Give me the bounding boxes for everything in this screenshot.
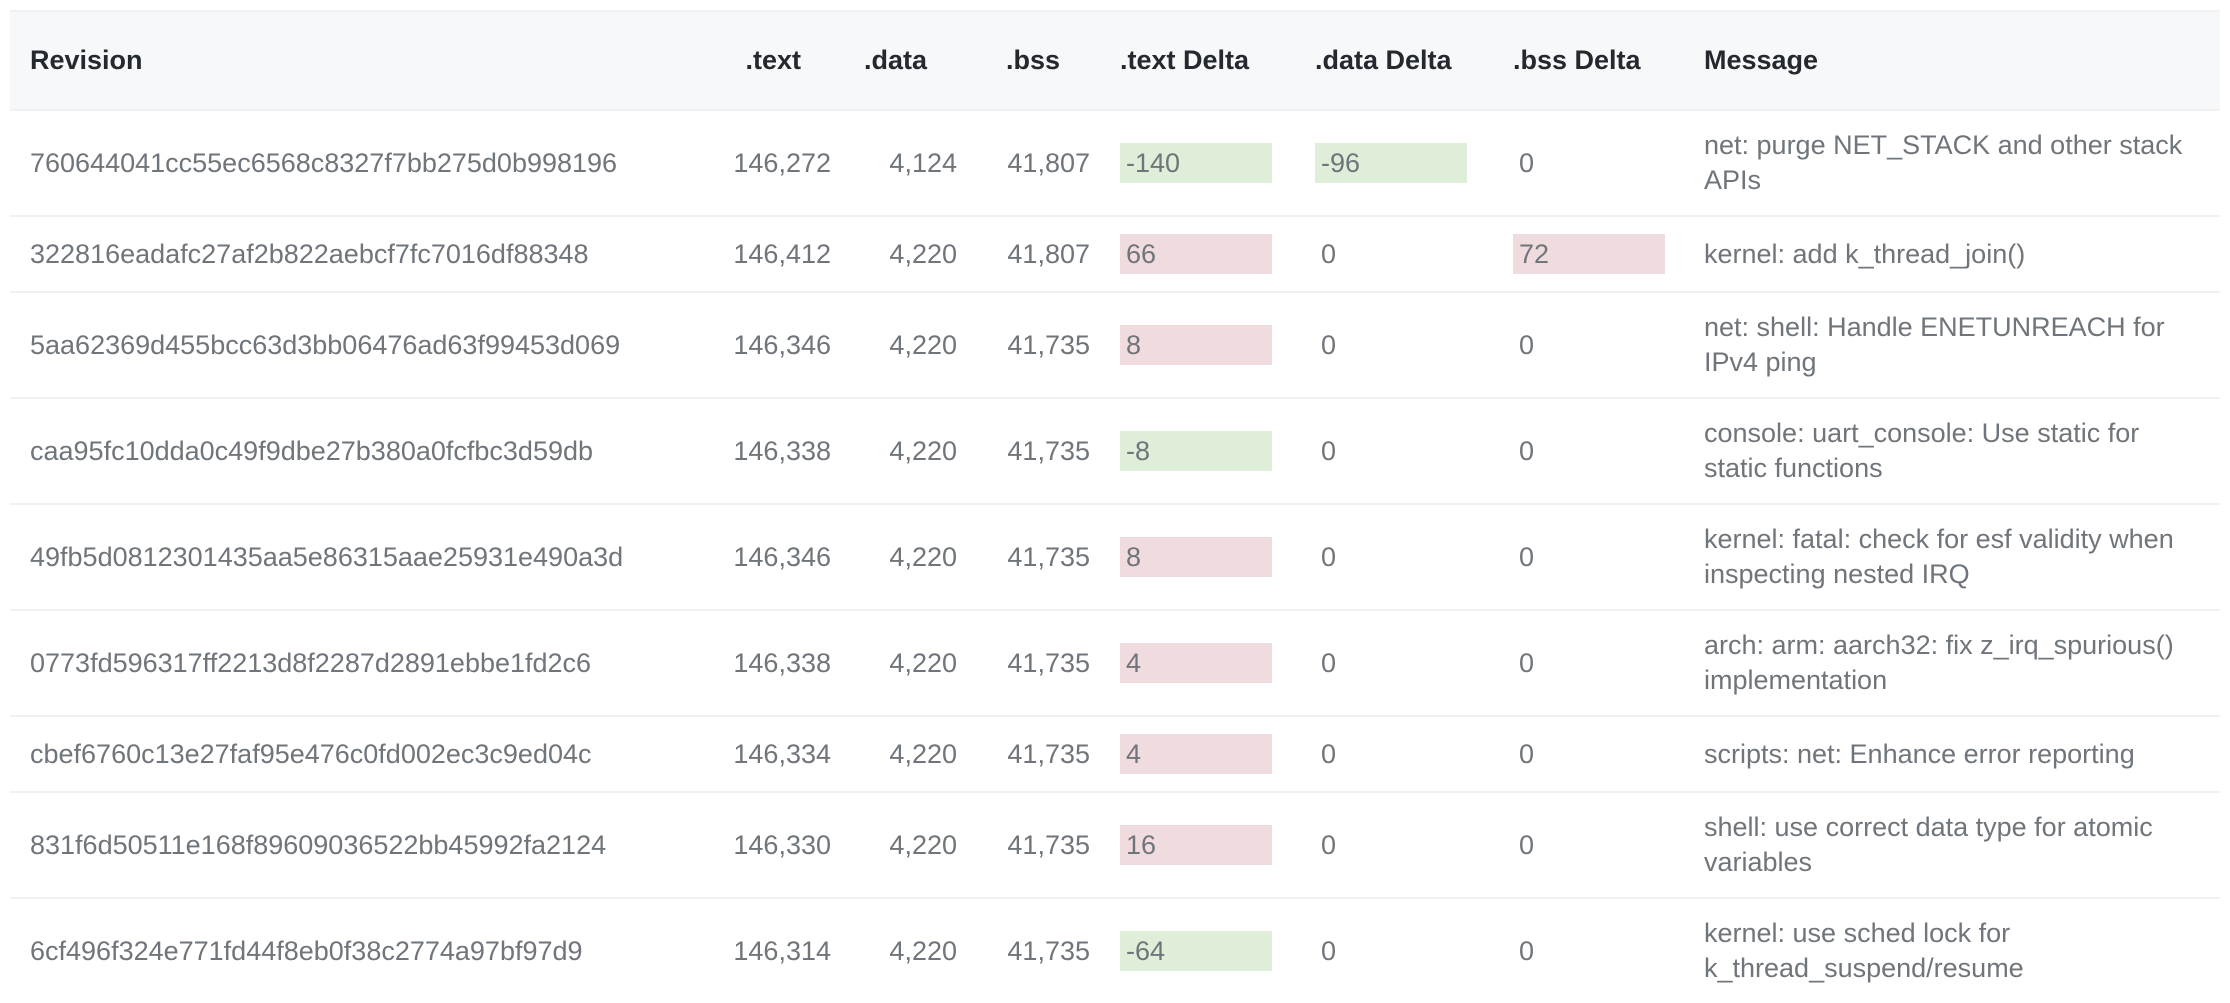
- bss-size: 41,735: [1007, 935, 1090, 966]
- data-delta-badge: 0: [1321, 936, 1337, 966]
- data-size: 4,220: [889, 329, 957, 360]
- text-delta-badge: 4: [1120, 643, 1272, 683]
- commit-message: console: uart_console: Use static for st…: [1704, 418, 2140, 483]
- text-size: 146,338: [733, 435, 831, 466]
- text-size: 146,314: [733, 935, 831, 966]
- column-header-data: .data: [831, 11, 957, 110]
- text-delta-badge: 8: [1120, 325, 1272, 365]
- text-size: 146,334: [733, 738, 831, 769]
- commit-message: net: shell: Handle ENETUNREACH for IPv4 …: [1704, 312, 2165, 377]
- table-row[interactable]: 760644041cc55ec6568c8327f7bb275d0b998196…: [10, 110, 2220, 216]
- data-size: 4,220: [889, 238, 957, 269]
- text-size: 146,346: [733, 541, 831, 572]
- table-row[interactable]: 49fb5d0812301435aa5e86315aae25931e490a3d…: [10, 504, 2220, 610]
- text-size: 146,338: [733, 647, 831, 678]
- commit-message: scripts: net: Enhance error reporting: [1704, 738, 2135, 769]
- data-size: 4,220: [889, 829, 957, 860]
- column-header-revision: Revision: [10, 11, 700, 110]
- table-header-row: Revision .text .data .bss .text Delta .d…: [10, 11, 2220, 110]
- bss-delta-badge: 0: [1519, 148, 1535, 178]
- text-delta-badge: 4: [1120, 734, 1272, 774]
- commit-message: kernel: fatal: check for esf validity wh…: [1704, 524, 2174, 589]
- data-size: 4,220: [889, 647, 957, 678]
- revision-hash: 0773fd596317ff2213d8f2287d2891ebbe1fd2c6: [30, 647, 592, 678]
- bss-delta-badge: 0: [1519, 436, 1535, 466]
- data-size: 4,220: [889, 738, 957, 769]
- revision-hash: 49fb5d0812301435aa5e86315aae25931e490a3d: [30, 541, 624, 572]
- text-delta-badge: -64: [1120, 931, 1272, 971]
- bss-delta-badge: 0: [1519, 936, 1535, 966]
- commit-message: net: purge NET_STACK and other stack API…: [1704, 130, 2183, 195]
- column-header-bss: .bss: [957, 11, 1090, 110]
- text-size: 146,346: [733, 329, 831, 360]
- bss-delta-badge: 72: [1513, 234, 1665, 274]
- bss-delta-badge: 0: [1519, 830, 1535, 860]
- text-delta-badge: -8: [1120, 431, 1272, 471]
- column-header-text-delta: .text Delta: [1090, 11, 1285, 110]
- text-delta-badge: -140: [1120, 143, 1272, 183]
- data-size: 4,220: [889, 435, 957, 466]
- revision-size-table: Revision .text .data .bss .text Delta .d…: [10, 10, 2220, 1003]
- text-size: 146,412: [733, 238, 831, 269]
- data-size: 4,124: [889, 147, 957, 178]
- bss-size: 41,735: [1007, 329, 1090, 360]
- bss-size: 41,807: [1007, 147, 1090, 178]
- column-header-data-delta: .data Delta: [1285, 11, 1483, 110]
- revision-hash: 831f6d50511e168f89609036522bb45992fa2124: [30, 829, 607, 860]
- text-size: 146,272: [733, 147, 831, 178]
- table-row[interactable]: cbef6760c13e27faf95e476c0fd002ec3c9ed04c…: [10, 716, 2220, 792]
- bss-size: 41,807: [1007, 238, 1090, 269]
- column-header-message: Message: [1674, 11, 2220, 110]
- text-delta-badge: 8: [1120, 537, 1272, 577]
- data-delta-badge: 0: [1321, 830, 1337, 860]
- data-delta-badge: 0: [1321, 542, 1337, 572]
- bss-size: 41,735: [1007, 829, 1090, 860]
- table-row[interactable]: 5aa62369d455bcc63d3bb06476ad63f99453d069…: [10, 292, 2220, 398]
- revision-hash: 5aa62369d455bcc63d3bb06476ad63f99453d069: [30, 329, 621, 360]
- data-delta-badge: -96: [1315, 143, 1467, 183]
- column-header-bss-delta: .bss Delta: [1483, 11, 1674, 110]
- commit-message: arch: arm: aarch32: fix z_irq_spurious()…: [1704, 630, 2174, 695]
- table-row[interactable]: 0773fd596317ff2213d8f2287d2891ebbe1fd2c6…: [10, 610, 2220, 716]
- commit-message: kernel: use sched lock for k_thread_susp…: [1704, 918, 2024, 983]
- commit-message: shell: use correct data type for atomic …: [1704, 812, 2153, 877]
- data-delta-badge: 0: [1321, 648, 1337, 678]
- data-delta-badge: 0: [1321, 239, 1337, 269]
- data-size: 4,220: [889, 935, 957, 966]
- revision-hash: 760644041cc55ec6568c8327f7bb275d0b998196: [30, 147, 618, 178]
- bss-delta-badge: 0: [1519, 542, 1535, 572]
- bss-delta-badge: 0: [1519, 739, 1535, 769]
- bss-size: 41,735: [1007, 738, 1090, 769]
- data-delta-badge: 0: [1321, 436, 1337, 466]
- revision-hash: cbef6760c13e27faf95e476c0fd002ec3c9ed04c: [30, 738, 592, 769]
- text-delta-badge: 16: [1120, 825, 1272, 865]
- table-row[interactable]: 6cf496f324e771fd44f8eb0f38c2774a97bf97d9…: [10, 898, 2220, 1003]
- data-delta-badge: 0: [1321, 739, 1337, 769]
- bss-size: 41,735: [1007, 435, 1090, 466]
- data-size: 4,220: [889, 541, 957, 572]
- commit-message: kernel: add k_thread_join(): [1704, 238, 2026, 269]
- revision-hash: caa95fc10dda0c49f9dbe27b380a0fcfbc3d59db: [30, 435, 594, 466]
- revision-hash: 322816eadafc27af2b822aebcf7fc7016df88348: [30, 238, 589, 269]
- bss-delta-badge: 0: [1519, 330, 1535, 360]
- bss-delta-badge: 0: [1519, 648, 1535, 678]
- text-delta-badge: 66: [1120, 234, 1272, 274]
- text-size: 146,330: [733, 829, 831, 860]
- revision-hash: 6cf496f324e771fd44f8eb0f38c2774a97bf97d9: [30, 935, 583, 966]
- bss-size: 41,735: [1007, 541, 1090, 572]
- column-header-text: .text: [700, 11, 831, 110]
- table-row[interactable]: caa95fc10dda0c49f9dbe27b380a0fcfbc3d59db…: [10, 398, 2220, 504]
- bss-size: 41,735: [1007, 647, 1090, 678]
- data-delta-badge: 0: [1321, 330, 1337, 360]
- table-row[interactable]: 831f6d50511e168f89609036522bb45992fa2124…: [10, 792, 2220, 898]
- table-row[interactable]: 322816eadafc27af2b822aebcf7fc7016df88348…: [10, 216, 2220, 292]
